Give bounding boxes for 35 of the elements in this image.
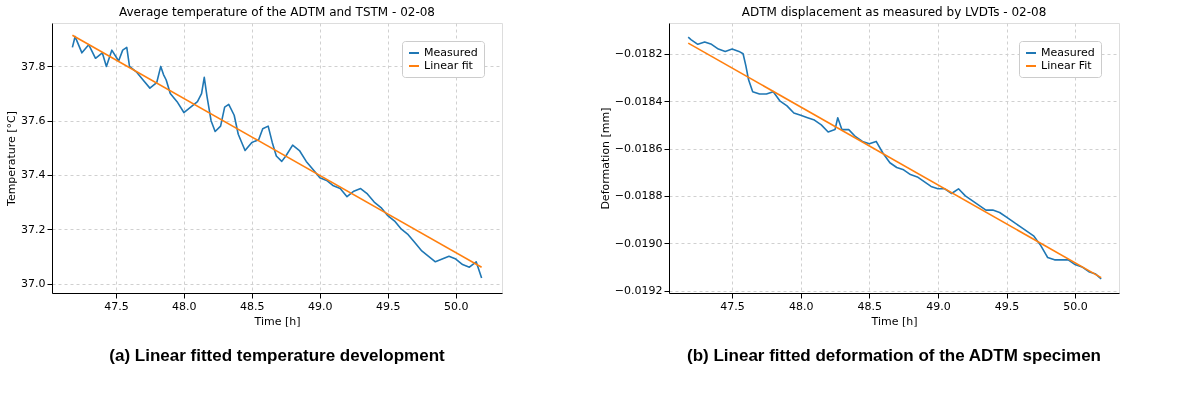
legend-label: Measured: [424, 46, 478, 59]
x-tick-label: 49.0: [308, 299, 333, 313]
x-tick-label: 49.5: [376, 299, 401, 313]
text: (a) Linear fitted temperature development: [109, 346, 446, 365]
x-tick-label: 50.0: [444, 299, 469, 313]
legend-label: Measured: [1041, 46, 1095, 59]
y-tick-label: 37.0: [21, 277, 46, 290]
y-tick-label: 37.4: [21, 168, 46, 182]
y-tick-label: −0.0184: [614, 94, 663, 108]
y-tick-label: 37.2: [21, 222, 46, 236]
y-tick-label: −0.0186: [614, 142, 663, 156]
y-axis-title: Temperature [°C]: [5, 111, 19, 207]
x-tick-label: 47.5: [720, 299, 745, 313]
x-tick-label: 47.5: [104, 299, 129, 313]
x-axis-title: Time [h]: [870, 314, 918, 328]
x-tick-label: 49.0: [926, 299, 951, 313]
chart-title: ADTM displacement as measured by LVDTs - 02-08: [741, 5, 1047, 19]
x-tick-label: 48.5: [240, 299, 265, 313]
x-tick-label: 48.0: [172, 299, 197, 313]
x-tick-label: 48.0: [788, 299, 814, 313]
chart-title: Average temperature of the ADTM and TSTM - 02-08: [118, 5, 436, 19]
y-tick-label: −0.0182: [614, 47, 663, 61]
x-tick-label: 50.0: [1063, 299, 1088, 313]
y-tick-label: 37.6: [21, 114, 46, 128]
y-tick-label: −0.0188: [614, 189, 663, 203]
legend-label: Linear Fit: [1041, 59, 1093, 72]
y-tick-label: −0.0190: [614, 236, 663, 250]
legend-label: Linear fit: [424, 59, 474, 72]
y-tick-label: 37.8: [21, 59, 46, 73]
x-tick-label: 49.5: [994, 299, 1020, 313]
text: (b) Linear fitted deformation of the ADTM specimen: [687, 346, 1101, 365]
x-axis-title: Time [h]: [253, 314, 301, 328]
y-axis-title: Deformation [mm]: [598, 107, 612, 210]
x-tick-label: 48.5: [857, 299, 883, 313]
y-tick-label: −0.0192: [614, 284, 663, 298]
